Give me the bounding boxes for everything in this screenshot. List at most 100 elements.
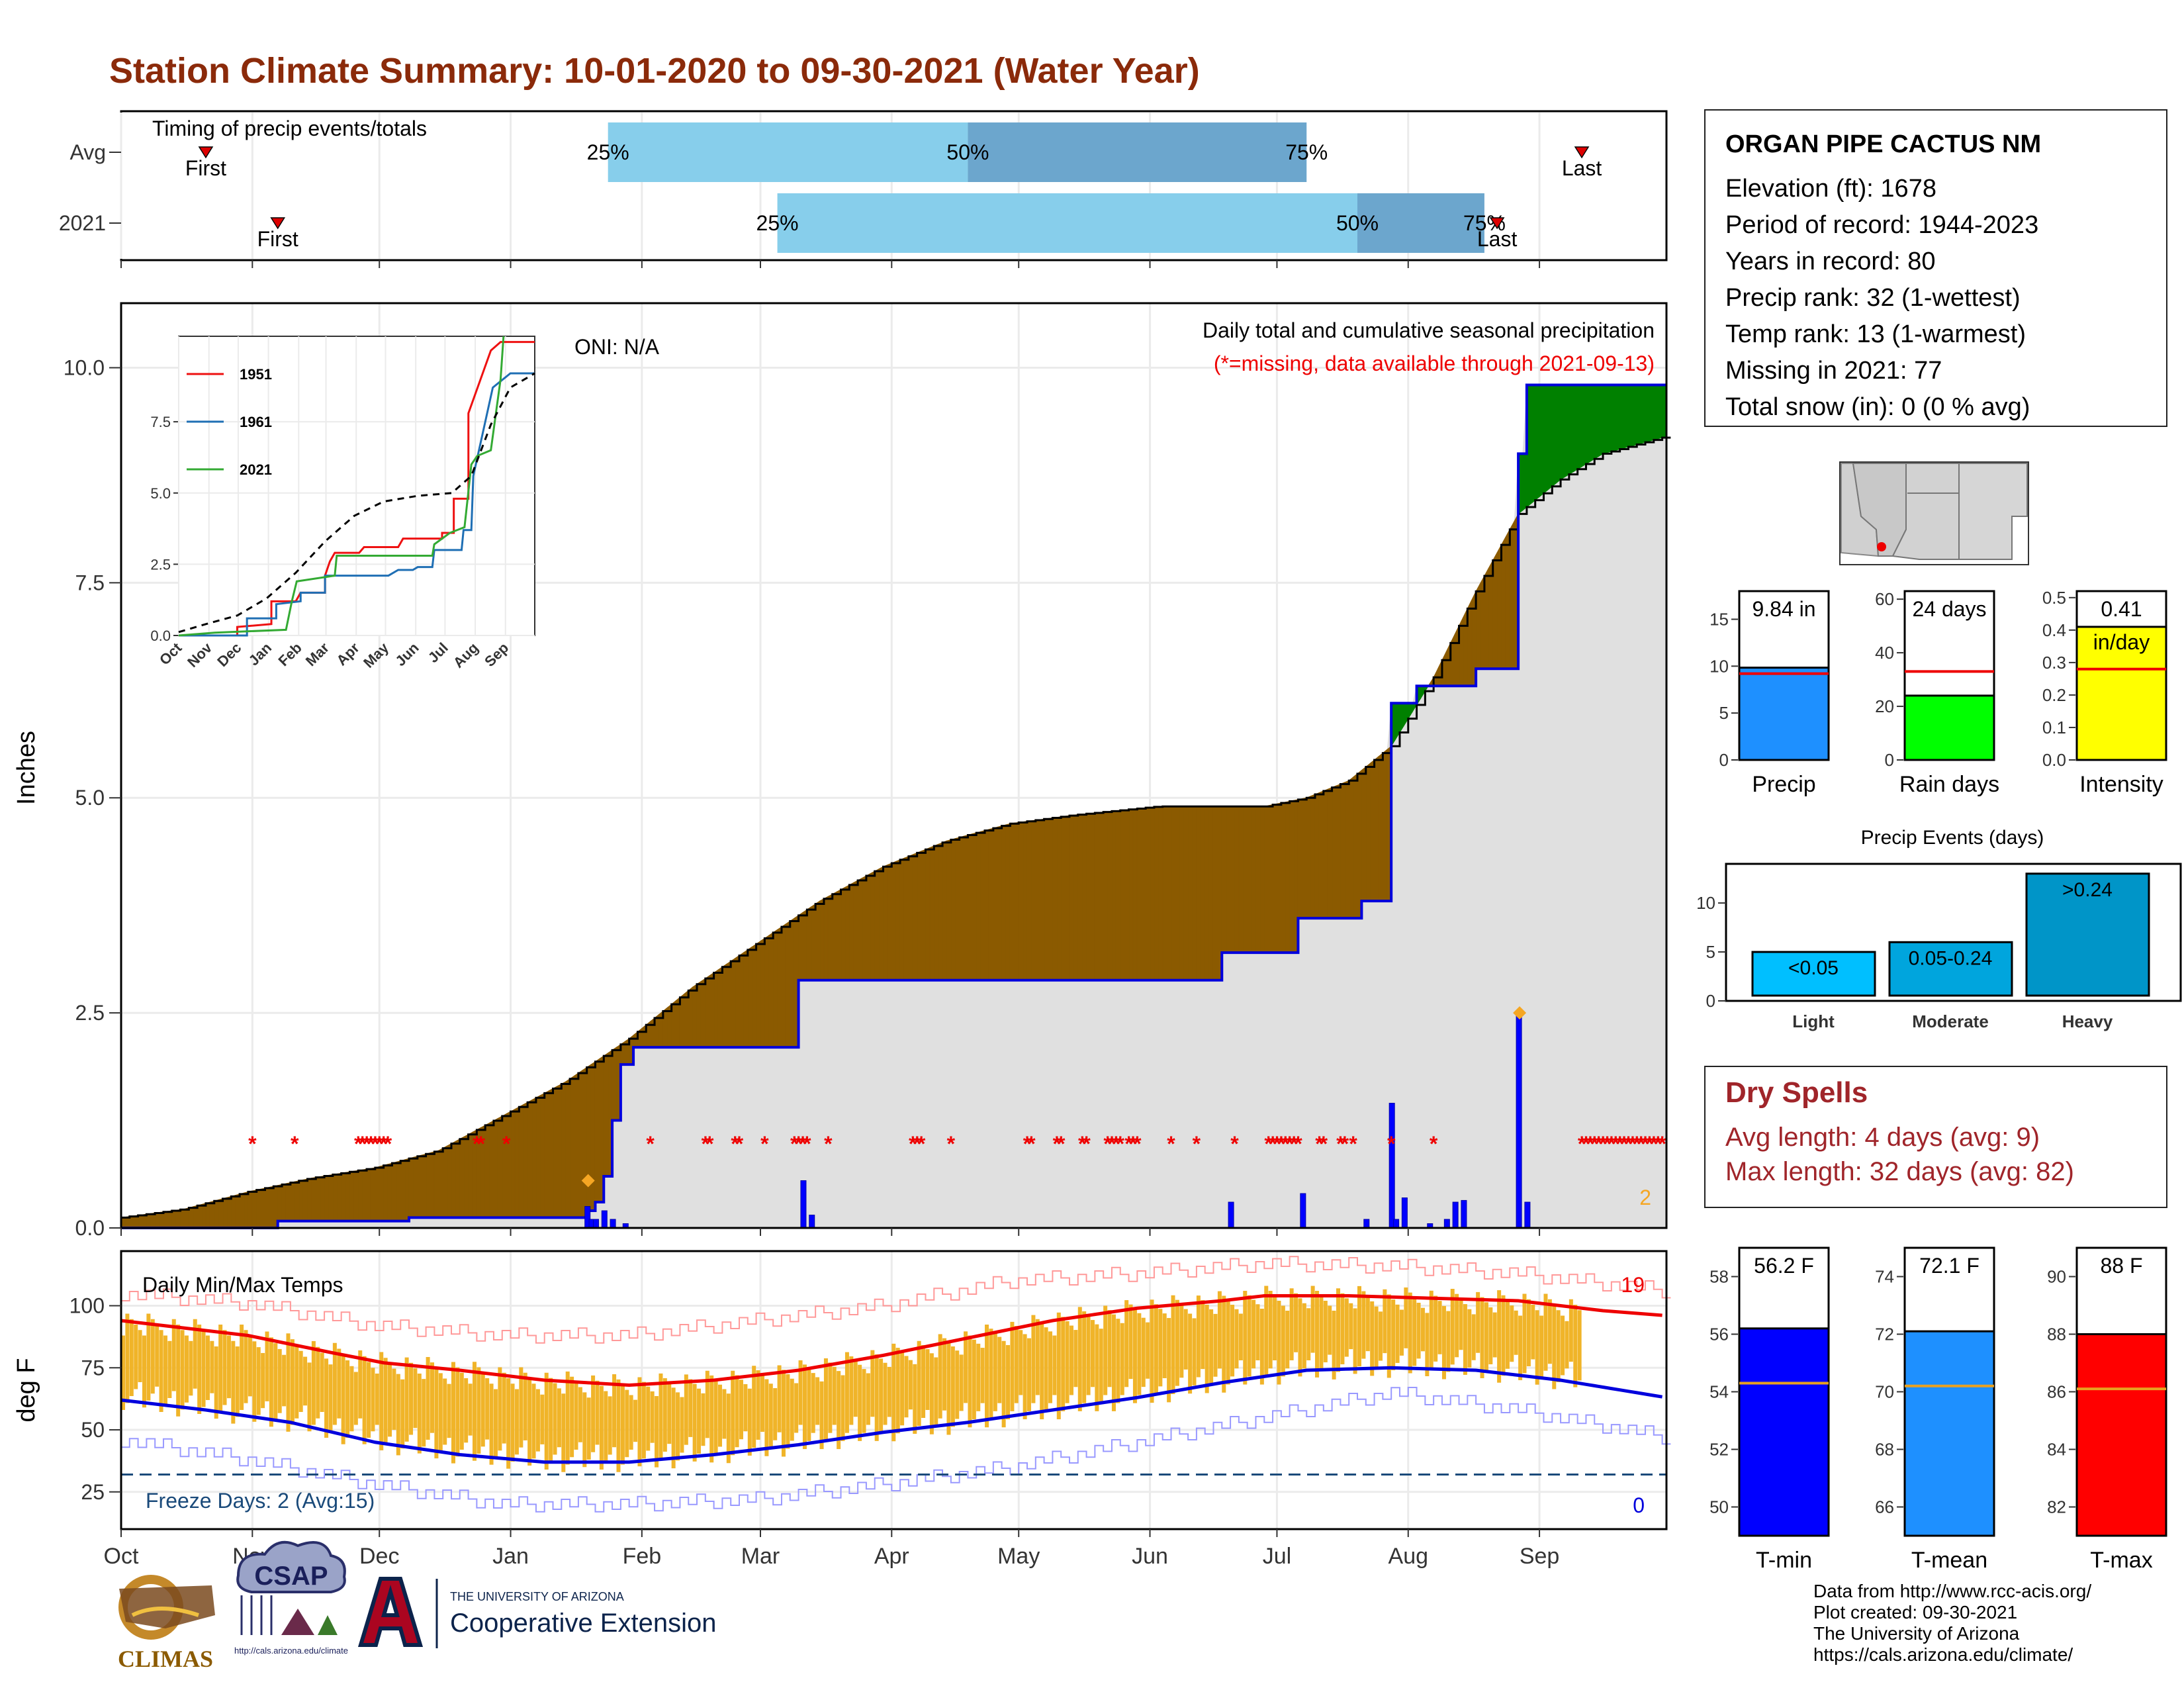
daily-temp-bar	[1531, 1305, 1535, 1360]
precip-deficit-area	[1281, 802, 1286, 953]
precip-deficit-area	[1306, 795, 1312, 919]
precip-deficit-area	[836, 889, 842, 981]
inset-series-2021	[178, 336, 505, 637]
precip-deficit-area	[1090, 812, 1095, 981]
daily-temp-bar	[1556, 1310, 1561, 1382]
precip-surplus-area	[1606, 384, 1612, 453]
precip-deficit-area	[328, 1174, 334, 1222]
daily-temp-bar	[989, 1329, 993, 1420]
precip-deficit-area	[1230, 806, 1235, 953]
missing-day-marker: *	[1103, 1132, 1112, 1156]
daily-temp-bar	[240, 1325, 244, 1410]
daily-temp-bar	[701, 1393, 705, 1446]
summary-ytick-label: 74	[1875, 1267, 1894, 1287]
daily-temp-bar	[1124, 1300, 1129, 1387]
summary-ytick-label: 72	[1875, 1325, 1894, 1344]
precip-deficit-area	[917, 851, 922, 981]
daily-precip-bar	[1452, 1201, 1459, 1229]
ua-line1: THE UNIVERSITY OF ARIZONA	[450, 1590, 624, 1603]
precip-deficit-area	[590, 1060, 596, 1211]
precip-deficit-area	[1242, 806, 1248, 953]
missing-day-marker: *	[1108, 1132, 1116, 1156]
precip-deficit-area	[1268, 804, 1273, 953]
missing-day-marker: *	[1129, 1132, 1138, 1156]
precip-deficit-area	[1128, 808, 1134, 981]
precip-deficit-area	[1382, 749, 1388, 902]
precip-deficit-area	[594, 1058, 600, 1203]
precip-deficit-area	[180, 1208, 185, 1229]
daily-temp-bar	[862, 1369, 866, 1433]
precip-deficit-area	[781, 923, 786, 1048]
daily-temp-bar	[231, 1340, 236, 1424]
daily-temp-bar	[256, 1347, 261, 1415]
daily-temp-bar	[138, 1330, 142, 1382]
cold-days-count: 0	[1633, 1493, 1645, 1517]
daily-temp-bar	[1391, 1299, 1396, 1370]
missing-day-marker: *	[1629, 1132, 1637, 1156]
daily-temp-bar	[1501, 1295, 1506, 1376]
precip-deficit-area	[269, 1186, 274, 1229]
precip-deficit-area	[603, 1052, 609, 1177]
precip-deficit-area	[235, 1194, 240, 1229]
missing-day-marker: *	[1615, 1132, 1624, 1156]
precip-deficit-area	[844, 884, 850, 981]
daily-temp-bar	[1196, 1295, 1201, 1378]
precip-deficit-area	[823, 896, 829, 981]
daily-temp-bar	[540, 1394, 545, 1444]
daily-temp-bar	[167, 1340, 172, 1398]
summary-ytick-label: 90	[2047, 1267, 2066, 1287]
daily-temp-bar	[688, 1379, 693, 1437]
daily-temp-bar	[1048, 1331, 1052, 1403]
precip-deficit-area	[277, 1184, 283, 1222]
daily-temp-bar	[353, 1372, 358, 1425]
precip-deficit-area	[1048, 817, 1053, 981]
daily-temp-bar	[413, 1368, 418, 1429]
daily-temp-bar	[222, 1330, 227, 1405]
precip-deficit-area	[1056, 816, 1062, 981]
precip-deficit-area	[251, 1190, 257, 1229]
missing-day-marker: *	[1053, 1132, 1062, 1156]
precip-deficit-area	[1314, 792, 1320, 919]
daily-temp-bar	[295, 1344, 299, 1419]
credit-line: Plot created: 09-30-2021	[1813, 1602, 2018, 1622]
daily-temp-bar	[1522, 1293, 1527, 1374]
daily-temp-bar	[1035, 1319, 1040, 1395]
daily-temp-bar	[1082, 1311, 1087, 1403]
station-name: ORGAN PIPE CACTUS NM	[1725, 130, 2042, 158]
month-label: Jun	[1132, 1544, 1168, 1569]
missing-day-marker: *	[917, 1132, 926, 1156]
daily-temp-bar	[498, 1367, 502, 1451]
daily-temp-bar	[193, 1319, 197, 1389]
precip-title: Daily total and cumulative seasonal prec…	[1203, 318, 1655, 342]
daily-temp-bar	[426, 1357, 430, 1440]
daily-temp-bar	[837, 1371, 841, 1450]
daily-temp-bar	[332, 1342, 337, 1425]
daily-temp-bar	[620, 1384, 625, 1465]
precip-deficit-area	[294, 1180, 300, 1222]
precip-deficit-area	[1221, 806, 1227, 953]
daily-temp-bar	[1019, 1330, 1023, 1395]
station-period: Period of record: 1944-2023	[1725, 211, 2039, 239]
daily-temp-bar	[176, 1325, 181, 1417]
missing-day-marker: *	[803, 1132, 811, 1156]
precip-deficit-area	[870, 870, 876, 981]
missing-day-marker: *	[1578, 1132, 1586, 1156]
temp-frame	[120, 1250, 1668, 1530]
daily-temp-bar	[1323, 1301, 1328, 1362]
precip-surplus-area	[1547, 384, 1553, 491]
daily-temp-bar	[608, 1396, 612, 1455]
timing-bar-late	[1357, 193, 1484, 253]
precip-deficit-area	[1276, 802, 1282, 953]
summary-ytick-label: 70	[1875, 1382, 1894, 1402]
precip-deficit-area	[1001, 824, 1007, 981]
daily-temp-bar	[790, 1378, 794, 1441]
summary-ytick-label: 86	[2047, 1382, 2066, 1402]
precip-deficit-area	[700, 978, 706, 1048]
precip-deficit-area	[315, 1176, 321, 1222]
precip-deficit-area	[756, 940, 761, 1048]
daily-temp-bar	[747, 1388, 752, 1456]
precip-deficit-area	[713, 969, 719, 1048]
precip-deficit-area	[988, 827, 994, 981]
precip-deficit-area	[806, 906, 812, 981]
missing-day-marker: *	[1590, 1132, 1599, 1156]
